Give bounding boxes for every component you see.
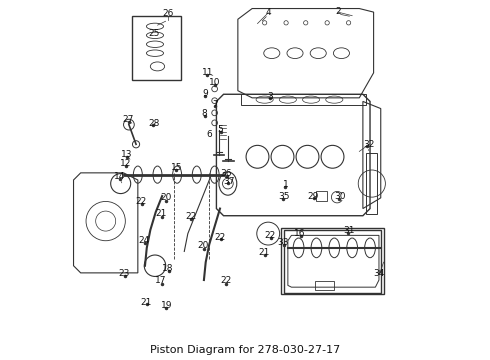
Text: 33: 33 (277, 238, 289, 247)
Text: 6: 6 (206, 130, 212, 139)
Text: 8: 8 (201, 109, 207, 118)
Text: 26: 26 (163, 9, 174, 18)
Text: 21: 21 (155, 210, 167, 219)
Text: 22: 22 (186, 212, 197, 221)
Text: 21: 21 (259, 248, 270, 257)
Text: 28: 28 (148, 119, 160, 128)
Text: 30: 30 (334, 192, 345, 201)
Text: 29: 29 (307, 192, 318, 201)
Text: 24: 24 (139, 236, 150, 245)
Text: 22: 22 (136, 197, 147, 206)
Text: 15: 15 (172, 163, 183, 172)
Text: 32: 32 (364, 140, 375, 149)
Text: 16: 16 (294, 229, 305, 238)
Text: 11: 11 (202, 68, 213, 77)
Text: 22: 22 (214, 233, 225, 242)
Text: 22: 22 (265, 231, 276, 240)
Text: 20: 20 (160, 193, 172, 202)
Text: 34: 34 (374, 269, 385, 278)
Text: 37: 37 (223, 176, 235, 185)
Text: 14: 14 (114, 172, 125, 181)
Bar (281, 228, 384, 294)
Text: 3: 3 (267, 91, 273, 100)
Bar (315, 281, 334, 290)
Bar (132, 16, 181, 80)
Text: 36: 36 (220, 170, 231, 179)
Text: 2: 2 (335, 7, 341, 16)
Text: Piston Diagram for 278-030-27-17: Piston Diagram for 278-030-27-17 (150, 345, 340, 355)
Text: 13: 13 (121, 150, 132, 159)
Text: 17: 17 (155, 276, 167, 285)
Text: 12: 12 (120, 159, 131, 168)
Text: 25: 25 (148, 29, 160, 38)
Text: 27: 27 (122, 116, 133, 125)
Text: 35: 35 (278, 192, 289, 201)
Text: 23: 23 (119, 269, 130, 278)
Text: 4: 4 (266, 8, 271, 17)
Text: 9: 9 (203, 89, 209, 98)
Text: 21: 21 (140, 298, 151, 307)
Text: 7: 7 (212, 100, 218, 109)
Text: 31: 31 (343, 225, 354, 234)
Text: 1: 1 (283, 180, 289, 189)
Text: 20: 20 (197, 241, 209, 250)
Text: 22: 22 (220, 276, 231, 285)
Text: 19: 19 (161, 301, 172, 310)
Text: 5: 5 (217, 126, 223, 135)
Text: 10: 10 (209, 78, 221, 87)
Text: 18: 18 (163, 264, 174, 273)
